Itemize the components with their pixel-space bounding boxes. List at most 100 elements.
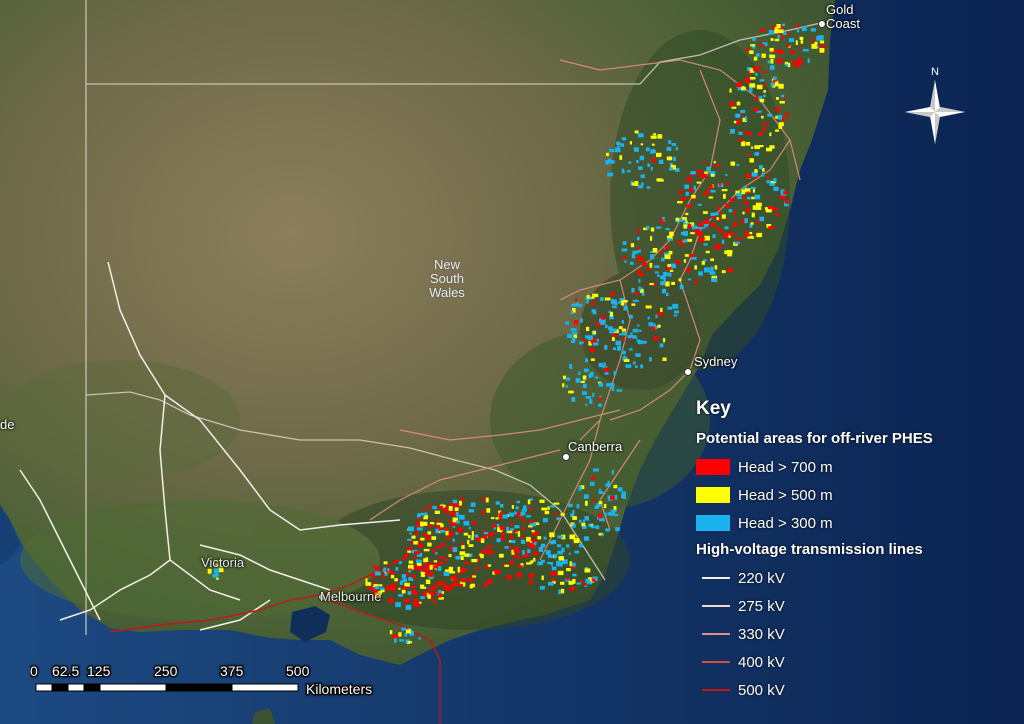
phes-cell <box>557 570 564 576</box>
phes-cell <box>485 497 489 503</box>
scale-segments <box>35 683 299 692</box>
phes-cell <box>561 547 565 553</box>
phes-cell <box>624 260 627 263</box>
phes-cell <box>569 587 575 591</box>
phes-cell <box>444 509 449 514</box>
phes-cell <box>776 97 779 100</box>
phes-cell <box>408 570 412 573</box>
phes-cell <box>816 36 820 41</box>
phes-cell <box>440 530 445 533</box>
phes-cell <box>653 336 659 341</box>
phes-cell <box>464 553 470 557</box>
phes-cell <box>482 497 486 501</box>
phes-cell <box>588 341 592 346</box>
phes-cell <box>455 520 460 524</box>
phes-cell <box>634 149 639 152</box>
phes-cell <box>775 129 779 132</box>
phes-cell <box>715 212 719 216</box>
phes-cell <box>598 403 602 407</box>
phes-cell <box>778 125 783 129</box>
phes-cell <box>488 532 495 537</box>
phes-cell <box>766 224 772 228</box>
phes-cell <box>598 397 602 401</box>
phes-cell <box>556 544 562 548</box>
phes-cell <box>818 35 824 40</box>
phes-cell <box>366 586 370 590</box>
phes-cell <box>565 377 571 381</box>
phes-cell <box>539 499 545 503</box>
phes-cell <box>534 541 537 545</box>
phes-cell <box>521 508 527 512</box>
phes-cell <box>800 40 804 44</box>
phes-cell <box>782 117 786 122</box>
phes-cell <box>630 335 637 339</box>
phes-cell <box>647 316 650 320</box>
phes-cell <box>401 574 406 579</box>
phes-cell <box>582 339 586 343</box>
phes-cell <box>541 575 544 581</box>
legend-label: Head > 700 m <box>738 458 833 476</box>
phes-cell <box>529 520 534 524</box>
phes-cell <box>407 550 412 553</box>
phes-cell <box>721 239 725 244</box>
place-label-gold-coast: Gold Coast <box>826 2 860 31</box>
phes-cell <box>723 193 726 199</box>
phes-cell <box>653 133 656 136</box>
phes-cell <box>769 54 776 59</box>
phes-cell <box>717 226 720 229</box>
phes-cell <box>765 207 767 211</box>
phes-cell <box>457 527 463 533</box>
phes-cell <box>694 228 701 234</box>
phes-cell <box>640 364 644 369</box>
phes-cell <box>766 147 772 152</box>
phes-cell <box>523 505 527 511</box>
phes-cell <box>749 231 753 235</box>
phes-cell <box>555 512 558 517</box>
phes-cell <box>779 101 785 104</box>
phes-cell <box>493 527 496 530</box>
phes-cell <box>436 522 442 525</box>
phes-cell <box>511 505 514 509</box>
melbourne-marker <box>318 593 326 601</box>
phes-cell <box>814 41 818 45</box>
phes-cell <box>592 309 597 315</box>
phes-cell <box>688 177 692 183</box>
phes-cell <box>775 115 778 119</box>
phes-cell <box>370 587 375 590</box>
scale-tick: 500 <box>286 663 310 679</box>
phes-cell <box>756 84 763 90</box>
phes-cell <box>572 579 576 584</box>
phes-cell <box>389 630 393 635</box>
phes-cell <box>779 36 785 39</box>
phes-cell <box>750 187 756 190</box>
phes-cell <box>679 190 683 195</box>
phes-cell <box>484 565 489 569</box>
phes-cell <box>775 81 779 87</box>
phes-cell <box>664 254 671 260</box>
phes-cell <box>776 24 781 29</box>
phes-cell <box>686 238 693 242</box>
phes-cell <box>372 589 378 594</box>
phes-cell <box>749 68 755 73</box>
legend-title: Key <box>696 398 731 419</box>
phes-cell <box>677 240 683 243</box>
phes-cell <box>756 53 760 57</box>
phes-cell <box>385 570 391 573</box>
phes-cell <box>745 116 748 122</box>
phes-cell <box>657 324 661 328</box>
phes-cell <box>769 47 774 52</box>
phes-cell <box>742 117 747 122</box>
phes-cell <box>496 524 500 527</box>
phes-cell <box>426 592 429 598</box>
phes-cell <box>635 353 641 357</box>
phes-cell <box>475 558 480 562</box>
phes-cell <box>420 572 425 577</box>
phes-cell <box>638 279 641 283</box>
phes-cell <box>514 525 520 529</box>
phes-cell <box>438 566 442 571</box>
phes-cell <box>557 535 564 539</box>
phes-cell <box>746 67 752 71</box>
phes-cell <box>585 567 588 570</box>
phes-cell <box>590 525 596 529</box>
